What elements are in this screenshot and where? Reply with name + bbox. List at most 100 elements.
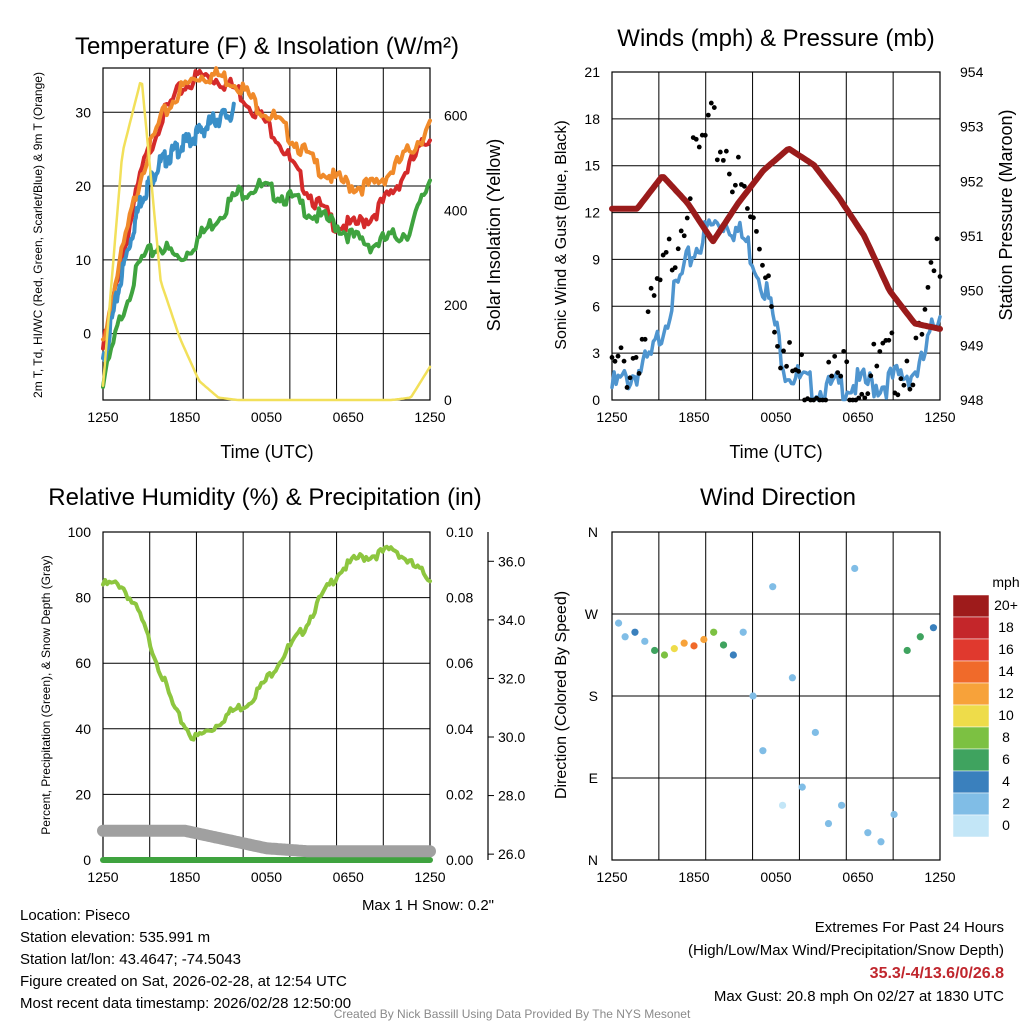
rh-y-tick-label: 60 xyxy=(75,655,91,671)
wdir-point xyxy=(864,829,872,837)
wind-gust-point xyxy=(678,228,684,234)
rh-y-tick-label: 0 xyxy=(83,852,91,868)
wdir-y-tick-label: E xyxy=(589,770,598,786)
rh-y-tick-label: 20 xyxy=(75,786,91,802)
rh-y2-tick-label: 0.04 xyxy=(446,721,473,737)
temp-y-tick-label: 20 xyxy=(75,178,91,194)
wind-title: Winds (mph) & Pressure (mb) xyxy=(617,25,934,52)
wind-gust-point xyxy=(757,246,762,252)
temp-y-tick-label: 30 xyxy=(75,104,91,120)
wind-gust-point xyxy=(919,331,925,337)
wind-gust-point xyxy=(889,330,895,336)
wind-gust-point xyxy=(796,368,801,374)
colorbar-swatch xyxy=(952,594,990,618)
wind-gust-point xyxy=(772,329,777,335)
rh-series-line xyxy=(97,824,436,858)
extremes-values: 35.3/-4/13.6/0/26.8 xyxy=(869,965,1004,982)
rh-y2-tick-label: 0.06 xyxy=(446,655,473,671)
wdir-x-tick-label: 0050 xyxy=(760,869,791,885)
wind-gust-point xyxy=(729,189,735,195)
wind-gust-point xyxy=(895,392,901,398)
wind-x-tick-label: 1250 xyxy=(596,409,627,425)
wind-x-tick-label: 0650 xyxy=(842,409,873,425)
wind-gust-point xyxy=(826,359,832,365)
colorbar-label: 18 xyxy=(998,619,1014,635)
rh-y3-tick-label: 34.0 xyxy=(498,612,525,628)
temp-y2-tick-label: 200 xyxy=(444,297,468,313)
wind-gust-point xyxy=(684,215,690,221)
wdir-point xyxy=(838,801,846,809)
wdir-point xyxy=(739,628,747,636)
wind-gust-point xyxy=(877,349,883,354)
wind-gust-point xyxy=(907,386,913,392)
wind-series-line xyxy=(610,218,942,402)
wind-gust-point xyxy=(723,148,729,154)
wind-y-tick-label: 18 xyxy=(584,111,600,127)
info-location: Location: Piseco xyxy=(20,907,131,924)
wdir-point xyxy=(769,583,777,591)
info-elevation: Station elevation: 535.991 m xyxy=(20,929,211,946)
colorbar-label: 2 xyxy=(1002,795,1010,811)
wdir-point xyxy=(660,651,669,659)
colorbar-label: 8 xyxy=(1002,729,1010,745)
wind-gust-point xyxy=(865,391,871,397)
wdir-point xyxy=(916,633,924,641)
wind-gust-point xyxy=(687,196,693,202)
wind-gust-point xyxy=(693,136,699,142)
wind-y2-tick-label: 952 xyxy=(960,173,984,189)
wind-y-tick-label: 21 xyxy=(584,64,600,80)
wdir-x-tick-label: 0650 xyxy=(842,869,873,885)
wdir-point xyxy=(670,645,678,653)
rh-y3-tick-label: 30.0 xyxy=(498,729,525,745)
rh-x-tick-label: 1250 xyxy=(414,869,445,885)
colorbar-swatch xyxy=(952,660,990,684)
colorbar-label: 0 xyxy=(1002,817,1010,833)
wdir-point xyxy=(680,639,688,647)
credit-line: Created By Nick Bassill Using Data Provi… xyxy=(333,1007,691,1021)
extremes-subheading: (High/Low/Max Wind/Precipitation/Snow De… xyxy=(688,942,1004,959)
wind-gust-point xyxy=(841,348,847,354)
wdir-y-tick-label: S xyxy=(589,688,598,704)
wind-gust-point xyxy=(657,277,663,283)
temp-y2-tick-label: 0 xyxy=(444,392,452,408)
temp-x-tick-label: 1250 xyxy=(414,409,445,425)
rh-y2-tick-label: 0.02 xyxy=(446,786,473,802)
wdir-y-tick-label: W xyxy=(585,606,599,622)
rh-y3-tick-label: 26.0 xyxy=(498,846,525,862)
wind-gust-point xyxy=(720,157,726,163)
wind-gust-point xyxy=(925,284,931,290)
wind-gust-point xyxy=(913,335,919,341)
wdir-point xyxy=(651,646,659,655)
wind-gust-point xyxy=(784,363,789,369)
info-created: Figure created on Sat, 2026-02-28, at 12… xyxy=(20,973,347,990)
extremes-heading: Extremes For Past 24 Hours xyxy=(814,919,1004,936)
wind-gust-point xyxy=(663,249,669,255)
colorbar-label: 10 xyxy=(998,707,1014,723)
wind-x-tick-label: 1250 xyxy=(924,409,955,425)
wind-y2-tick-label: 953 xyxy=(960,119,984,135)
wind-y-tick-label: 6 xyxy=(592,298,600,314)
wdir-point xyxy=(824,819,833,828)
wind-gust-point xyxy=(781,348,786,354)
rh-frame xyxy=(102,531,431,861)
wind-y2-tick-label: 950 xyxy=(960,283,984,299)
wind-gust-point xyxy=(702,132,708,138)
colorbar-swatch xyxy=(952,638,990,662)
colorbar-label: 20+ xyxy=(994,597,1018,613)
wind-gust-point xyxy=(910,382,916,388)
wind-y2label: Station Pressure (Maroon) xyxy=(996,109,1016,320)
temp-ylabel: 2m T, Td, HI/WC (Red, Green, Scarlet/Blu… xyxy=(31,72,45,398)
rh-y-tick-label: 100 xyxy=(68,524,92,540)
colorbar-swatch xyxy=(952,704,990,728)
wdir-point xyxy=(759,747,767,755)
wind-gust-point xyxy=(751,215,756,221)
temp-x-tick-label: 1250 xyxy=(87,409,118,425)
wind-gust-point xyxy=(871,341,877,347)
wind-y2-tick-label: 951 xyxy=(960,228,984,244)
wind-gust-point xyxy=(621,358,627,364)
wdir-point xyxy=(729,651,737,659)
wind-gust-point xyxy=(681,233,687,239)
wind-gust-point xyxy=(904,358,910,364)
temp-y2-tick-label: 600 xyxy=(444,107,468,123)
rh-x-tick-label: 1850 xyxy=(169,869,200,885)
